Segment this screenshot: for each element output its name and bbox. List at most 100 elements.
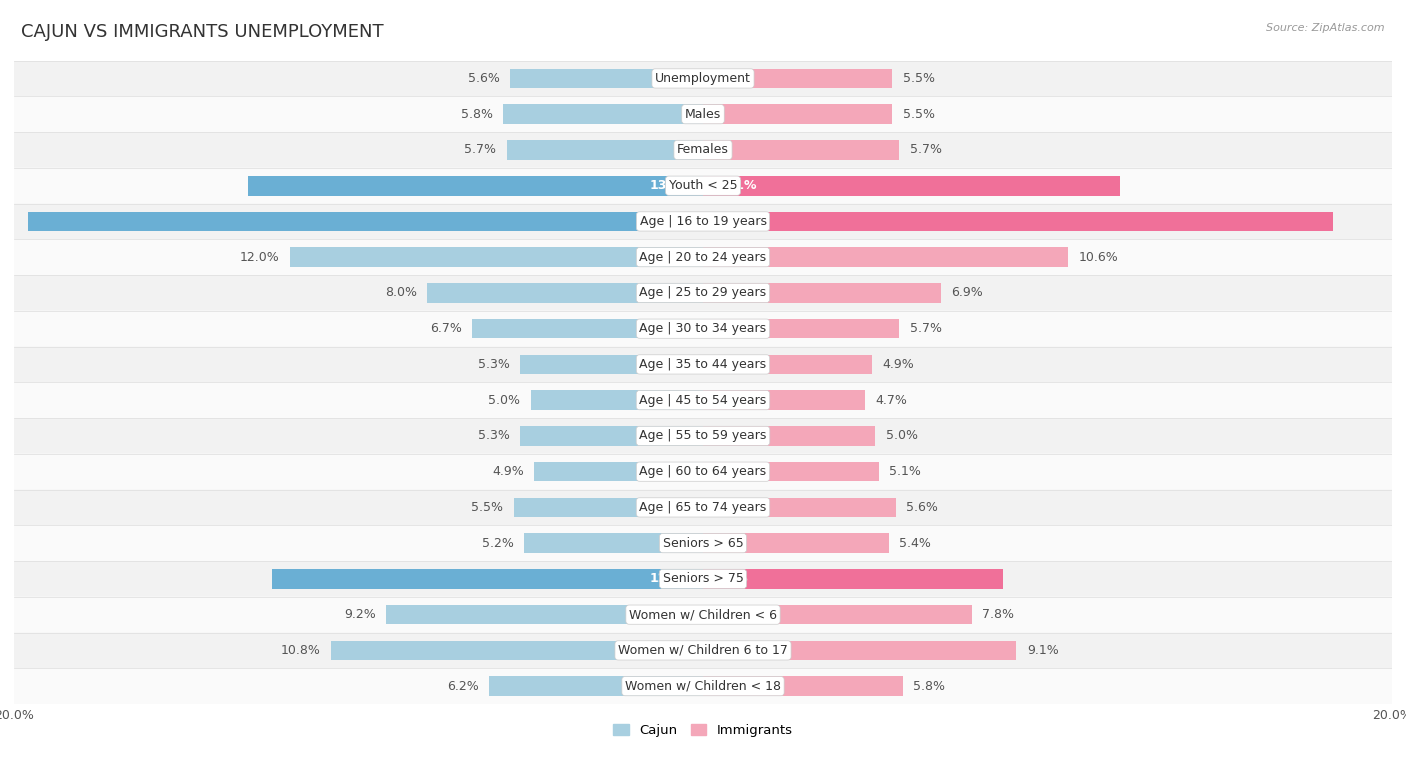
FancyBboxPatch shape bbox=[14, 311, 1392, 347]
Text: 5.6%: 5.6% bbox=[468, 72, 499, 85]
Text: 4.9%: 4.9% bbox=[492, 465, 524, 478]
Text: 5.0%: 5.0% bbox=[886, 429, 918, 442]
Text: CAJUN VS IMMIGRANTS UNEMPLOYMENT: CAJUN VS IMMIGRANTS UNEMPLOYMENT bbox=[21, 23, 384, 41]
Bar bbox=[703, 426, 875, 446]
Text: 5.2%: 5.2% bbox=[482, 537, 513, 550]
Text: Women w/ Children 6 to 17: Women w/ Children 6 to 17 bbox=[619, 644, 787, 657]
Bar bbox=[330, 640, 703, 660]
Bar bbox=[503, 104, 703, 124]
Text: 5.1%: 5.1% bbox=[889, 465, 921, 478]
Text: Women w/ Children < 18: Women w/ Children < 18 bbox=[626, 680, 780, 693]
Bar bbox=[472, 319, 703, 338]
Text: Age | 25 to 29 years: Age | 25 to 29 years bbox=[640, 286, 766, 300]
Bar bbox=[520, 426, 703, 446]
Text: Seniors > 75: Seniors > 75 bbox=[662, 572, 744, 585]
Bar bbox=[703, 676, 903, 696]
FancyBboxPatch shape bbox=[14, 347, 1392, 382]
Bar bbox=[273, 569, 703, 589]
Text: Youth < 25: Youth < 25 bbox=[669, 179, 737, 192]
FancyBboxPatch shape bbox=[14, 561, 1392, 597]
Bar bbox=[427, 283, 703, 303]
FancyBboxPatch shape bbox=[14, 525, 1392, 561]
Legend: Cajun, Immigrants: Cajun, Immigrants bbox=[607, 719, 799, 743]
Text: Age | 16 to 19 years: Age | 16 to 19 years bbox=[640, 215, 766, 228]
Text: 7.8%: 7.8% bbox=[981, 608, 1014, 621]
Text: Women w/ Children < 6: Women w/ Children < 6 bbox=[628, 608, 778, 621]
Bar bbox=[28, 212, 703, 231]
Bar bbox=[703, 104, 893, 124]
Text: 9.1%: 9.1% bbox=[1026, 644, 1059, 657]
Text: 6.2%: 6.2% bbox=[447, 680, 479, 693]
Text: 10.6%: 10.6% bbox=[1078, 251, 1118, 263]
Text: Age | 55 to 59 years: Age | 55 to 59 years bbox=[640, 429, 766, 442]
Bar bbox=[703, 176, 1119, 195]
Bar bbox=[703, 248, 1069, 267]
Text: 5.5%: 5.5% bbox=[903, 72, 935, 85]
Text: Age | 45 to 54 years: Age | 45 to 54 years bbox=[640, 394, 766, 407]
Text: Source: ZipAtlas.com: Source: ZipAtlas.com bbox=[1267, 23, 1385, 33]
Text: Age | 30 to 34 years: Age | 30 to 34 years bbox=[640, 322, 766, 335]
FancyBboxPatch shape bbox=[14, 382, 1392, 418]
Text: 12.5%: 12.5% bbox=[650, 572, 693, 585]
Bar bbox=[489, 676, 703, 696]
Bar bbox=[703, 569, 1002, 589]
Text: 5.7%: 5.7% bbox=[910, 322, 942, 335]
Text: 5.5%: 5.5% bbox=[471, 501, 503, 514]
Text: 18.3%: 18.3% bbox=[713, 215, 756, 228]
Text: 19.6%: 19.6% bbox=[650, 215, 693, 228]
FancyBboxPatch shape bbox=[14, 275, 1392, 311]
FancyBboxPatch shape bbox=[14, 668, 1392, 704]
Bar bbox=[290, 248, 703, 267]
FancyBboxPatch shape bbox=[14, 204, 1392, 239]
Text: Age | 35 to 44 years: Age | 35 to 44 years bbox=[640, 358, 766, 371]
Text: 9.2%: 9.2% bbox=[344, 608, 375, 621]
Text: 5.6%: 5.6% bbox=[907, 501, 938, 514]
Text: 12.1%: 12.1% bbox=[713, 179, 756, 192]
Text: 5.5%: 5.5% bbox=[903, 107, 935, 120]
Text: 5.8%: 5.8% bbox=[461, 107, 494, 120]
FancyBboxPatch shape bbox=[14, 132, 1392, 168]
Text: 8.7%: 8.7% bbox=[713, 572, 748, 585]
Text: 5.3%: 5.3% bbox=[478, 429, 510, 442]
Bar bbox=[703, 605, 972, 625]
Bar bbox=[703, 640, 1017, 660]
Bar bbox=[531, 391, 703, 410]
FancyBboxPatch shape bbox=[14, 490, 1392, 525]
Bar bbox=[534, 462, 703, 481]
Text: Seniors > 65: Seniors > 65 bbox=[662, 537, 744, 550]
Text: 4.7%: 4.7% bbox=[875, 394, 907, 407]
Bar bbox=[703, 319, 900, 338]
Text: 5.7%: 5.7% bbox=[910, 143, 942, 157]
Text: 5.7%: 5.7% bbox=[464, 143, 496, 157]
Bar bbox=[510, 69, 703, 89]
Bar bbox=[513, 497, 703, 517]
Text: Age | 20 to 24 years: Age | 20 to 24 years bbox=[640, 251, 766, 263]
Text: 5.0%: 5.0% bbox=[488, 394, 520, 407]
Bar bbox=[703, 354, 872, 374]
Text: 10.8%: 10.8% bbox=[281, 644, 321, 657]
Text: 5.8%: 5.8% bbox=[912, 680, 945, 693]
Text: 4.9%: 4.9% bbox=[882, 358, 914, 371]
Text: 13.2%: 13.2% bbox=[650, 179, 693, 192]
Text: 5.3%: 5.3% bbox=[478, 358, 510, 371]
Bar bbox=[703, 534, 889, 553]
FancyBboxPatch shape bbox=[14, 418, 1392, 453]
Text: Age | 60 to 64 years: Age | 60 to 64 years bbox=[640, 465, 766, 478]
Text: 12.0%: 12.0% bbox=[239, 251, 280, 263]
Bar bbox=[506, 140, 703, 160]
Bar bbox=[703, 69, 893, 89]
Bar bbox=[387, 605, 703, 625]
FancyBboxPatch shape bbox=[14, 96, 1392, 132]
FancyBboxPatch shape bbox=[14, 168, 1392, 204]
Bar bbox=[703, 212, 1333, 231]
FancyBboxPatch shape bbox=[14, 453, 1392, 490]
Bar bbox=[703, 462, 879, 481]
Bar bbox=[520, 354, 703, 374]
Text: 6.9%: 6.9% bbox=[950, 286, 983, 300]
FancyBboxPatch shape bbox=[14, 633, 1392, 668]
Bar bbox=[703, 497, 896, 517]
Text: Females: Females bbox=[678, 143, 728, 157]
Text: Males: Males bbox=[685, 107, 721, 120]
Text: Unemployment: Unemployment bbox=[655, 72, 751, 85]
FancyBboxPatch shape bbox=[14, 239, 1392, 275]
